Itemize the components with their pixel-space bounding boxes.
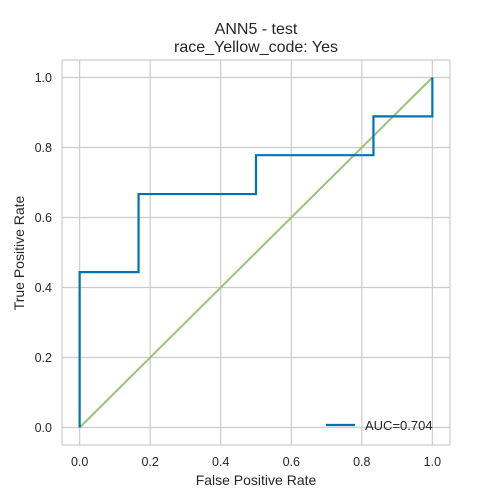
x-axis-label: False Positive Rate: [196, 472, 317, 488]
series-layer: [78, 76, 434, 429]
legend-label-roc: AUC=0.704: [365, 418, 433, 433]
x-tick-label: 0.0: [71, 455, 88, 469]
x-tick-label: 0.2: [141, 455, 158, 469]
y-tick-label: 0.4: [35, 281, 52, 295]
y-tick-label: 0.0: [35, 421, 52, 435]
y-tick-label: 0.2: [35, 351, 52, 365]
legend: AUC=0.704: [326, 418, 433, 433]
chart-subtitle: race_Yellow_code: Yes: [174, 39, 338, 56]
x-tick-label: 1.0: [424, 455, 441, 469]
chart-title: ANN5 - test: [215, 21, 298, 38]
y-axis-label: True Positive Rate: [11, 195, 27, 310]
tick-labels: 0.0 0.2 0.4 0.6 0.8 1.0 0.0 0.2 0.4 0.6 0.8 1.0: [35, 71, 441, 469]
x-tick-label: 0.4: [212, 455, 229, 469]
y-tick-label: 0.6: [35, 211, 52, 225]
x-tick-label: 0.8: [353, 455, 370, 469]
plot-frame: [61, 59, 451, 446]
diagonal-reference-line: [78, 76, 434, 429]
y-tick-label: 1.0: [35, 71, 52, 85]
x-tick-label: 0.6: [283, 455, 300, 469]
roc-curve-line: [78, 77, 434, 428]
grid: [62, 60, 450, 445]
y-tick-label: 0.8: [35, 141, 52, 155]
